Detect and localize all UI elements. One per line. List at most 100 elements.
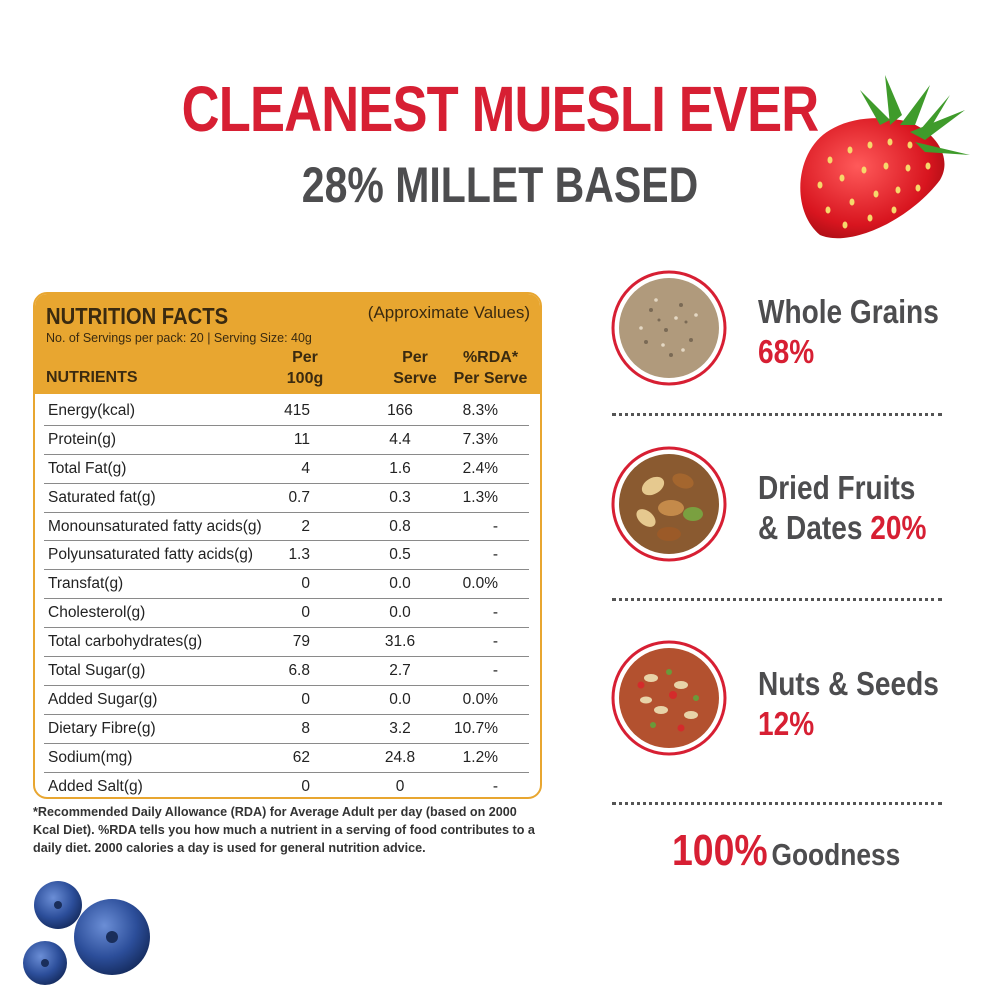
per-100g-value: 8 [301,719,310,737]
nutrition-header: NUTRITION FACTS (Approximate Values) No.… [35,294,540,394]
per-serve-value: 0.0 [389,690,411,708]
per-serve-value: 4.4 [389,430,411,448]
feature-dried-fruits: Dried Fruits & Dates 20% [758,468,926,548]
nutrient-name: Total Sugar(g) [48,662,146,680]
nutrient-name: Sodium(mg) [48,748,133,766]
col-header-per-serve: Per Serve [393,349,437,387]
feature-dried-fruits-pct: 20% [870,509,927,546]
feature-whole-grains-pct: 68% [758,333,815,370]
rda-value: - [492,633,498,651]
per-serve-value: 0.0 [389,575,411,593]
table-row: Sodium(mg) 62 24.8 1.2% [44,744,529,773]
nutrient-name: Total Fat(g) [48,459,127,477]
nutrition-title: NUTRITION FACTS [46,303,229,329]
table-row: Saturated fat(g) 0.7 0.3 1.3% [44,484,529,513]
goodness-tagline: 100% Goodness [672,826,900,876]
nuts-seeds-image [611,640,727,756]
nutrient-name: Energy(kcal) [48,402,135,419]
nutrient-name: Saturated fat(g) [48,488,156,506]
per-100g-value: 0.7 [288,488,310,506]
feature-whole-grains: Whole Grains 68% [758,292,939,372]
per-serve-value: 0.3 [389,488,411,506]
per-serve-value: 24.8 [384,748,416,766]
approximate-values-note: (Approximate Values) [367,303,530,322]
divider [612,413,942,416]
feature-whole-grains-label: Whole Grains [758,293,939,330]
headline: CLEANEST MUESLI EVER [181,73,820,145]
nutrition-facts-panel: NUTRITION FACTS (Approximate Values) No.… [33,292,542,799]
feature-dried-fruits-label-2: & Dates [758,509,863,546]
divider [612,802,942,805]
feature-nuts-seeds-pct: 12% [758,705,815,742]
rda-value: 1.2% [462,748,498,766]
per-100g-value: 62 [292,748,310,766]
nutrient-name: Added Sugar(g) [48,690,158,708]
table-row: Total carbohydrates(g) 79 31.6 - [44,628,529,658]
feature-nuts-seeds: Nuts & Seeds 12% [758,664,939,744]
table-row: Added Salt(g) 0 0 - [44,773,529,797]
table-row: Energy(kcal) 415 166 8.3% [44,397,529,426]
subheadline: 28% MILLET BASED [301,157,699,213]
blueberries-image [23,881,150,985]
nutrient-name: Cholesterol(g) [48,604,146,622]
table-row: Monounsaturated fatty acids(g) 2 0.8 - [44,513,529,542]
nutrition-table: Energy(kcal) 415 166 8.3% Protein(g) 11 4.4 7.3… [44,397,529,797]
per-100g-value: 79 [292,633,310,651]
col-header-per-100g: Per 100g [286,349,324,387]
rda-value: 1.3% [462,488,498,506]
per-100g-value: 2 [301,517,310,535]
table-row: Total Sugar(g) 6.8 2.7 - [44,657,529,686]
table-row: Added Sugar(g) 0 0.0 0.0% [44,686,529,715]
rda-value: 7.3% [462,430,498,448]
rda-footnote: *Recommended Daily Allowance (RDA) for A… [33,805,535,855]
per-serve-value: 1.6 [389,459,411,477]
col-header-nutrients: NUTRIENTS [46,369,138,386]
table-row: Transfat(g) 0 0.0 0.0% [44,570,529,600]
nutrient-name: Dietary Fibre(g) [48,719,156,737]
per-serve-value: 3.2 [389,719,411,737]
table-row: Total Fat(g) 4 1.6 2.4% [44,455,529,484]
table-row: Protein(g) 11 4.4 7.3% [44,426,529,455]
per-serve-value: 31.6 [384,633,416,651]
rda-value: - [492,546,498,564]
goodness-pct: 100% [672,826,768,875]
per-serve-value: 0 [395,777,405,795]
table-row: Polyunsaturated fatty acids(g) 1.3 0.5 - [44,541,529,571]
table-row: Cholesterol(g) 0 0.0 - [44,599,529,629]
rda-value: 2.4% [462,459,498,477]
per-serve-value: 166 [387,402,413,419]
rda-value: - [492,662,498,680]
nutrient-name: Monounsaturated fatty acids(g) [48,517,262,535]
goodness-label: Goodness [771,837,901,872]
dried-fruits-image [611,446,727,562]
nutrient-name: Added Salt(g) [48,777,143,795]
per-100g-value: 11 [293,430,310,448]
rda-value: 10.7% [454,719,498,737]
nutrient-name: Polyunsaturated fatty acids(g) [48,546,254,564]
rda-value: - [492,517,498,535]
nutrient-name: Protein(g) [48,430,117,448]
per-100g-value: 415 [284,402,310,419]
per-serve-value: 0.5 [389,546,411,564]
feature-nuts-seeds-label: Nuts & Seeds [758,665,939,702]
per-serve-value: 2.7 [389,662,411,680]
feature-dried-fruits-label: Dried Fruits [758,469,916,506]
serving-info: No. of Servings per pack: 20 | Serving S… [46,331,312,345]
rda-value: - [492,604,498,622]
nutrient-name: Transfat(g) [48,575,124,593]
per-100g-value: 0 [301,690,310,708]
per-100g-value: 4 [301,459,310,477]
table-row: Dietary Fibre(g) 8 3.2 10.7% [44,715,529,744]
rda-value: 8.3% [462,402,498,419]
per-100g-value: 0 [301,575,310,593]
per-serve-value: 0.0 [389,604,411,622]
strawberry-image [800,75,970,239]
nutrient-name: Total carbohydrates(g) [48,633,203,651]
whole-grains-image [611,270,727,386]
per-serve-value: 0.8 [389,517,411,535]
per-100g-value: 0 [301,604,310,622]
per-100g-value: 1.3 [288,546,310,564]
rda-value: 0.0% [462,575,498,593]
rda-value: 0.0% [462,690,498,708]
divider [612,598,942,601]
